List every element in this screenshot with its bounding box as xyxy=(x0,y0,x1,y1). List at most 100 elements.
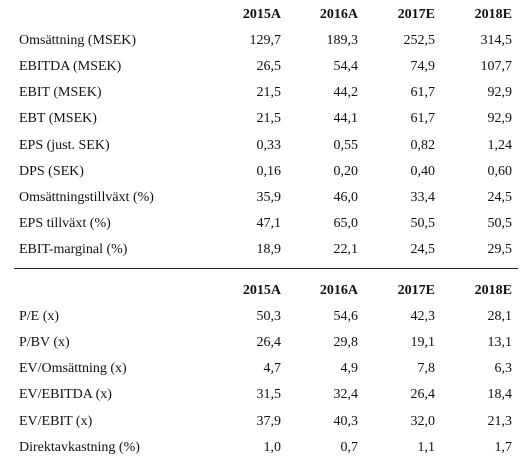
table-cell: 31,5 xyxy=(256,387,282,403)
table-cell: 28,1 xyxy=(487,309,513,325)
table-row: Direktavkastning (%) 1,0 0,7 1,1 1,7 xyxy=(14,435,518,461)
table-row: EPS (just. SEK) 0,33 0,55 0,82 1,24 xyxy=(14,132,518,158)
table-cell: 92,9 xyxy=(487,85,513,101)
table-cell: 107,7 xyxy=(480,59,513,75)
table-cell: 19,1 xyxy=(410,335,436,351)
row-label: EV/EBIT (x) xyxy=(19,413,93,429)
row-label: EBIT-marginal (%) xyxy=(19,241,128,257)
table-cell: 4,7 xyxy=(263,361,282,377)
table-cell: 50,5 xyxy=(410,215,436,231)
table-row: EPS tillväxt (%) 47,1 65,0 50,5 50,5 xyxy=(14,211,518,237)
table-row: Omsättning (MSEK) 129,7 189,3 252,5 314,… xyxy=(14,28,518,54)
valuation-multiples-table: 2015A 2016A 2017E 2018E P/E (x) 50,3 54,… xyxy=(14,278,518,461)
header-cell xyxy=(14,278,210,304)
section-divider xyxy=(14,268,518,269)
table-cell: 24,5 xyxy=(487,189,513,205)
header-cell: 2018E xyxy=(474,7,512,23)
row-label: EBIT (MSEK) xyxy=(19,85,102,101)
table-cell: 65,0 xyxy=(333,215,359,231)
row-label: DPS (SEK) xyxy=(19,163,84,179)
table-row: EV/Omsättning (x) 4,7 4,9 7,8 6,3 xyxy=(14,356,518,382)
table-cell: 47,1 xyxy=(256,215,282,231)
table-row: P/E (x) 50,3 54,6 42,3 28,1 xyxy=(14,304,518,330)
header-cell: 2018E xyxy=(474,283,512,299)
header-row: 2015A 2016A 2017E 2018E xyxy=(14,2,518,28)
header-cell: 2017E xyxy=(397,7,435,23)
table-cell: 314,5 xyxy=(480,33,513,49)
table-row: EBIT (MSEK) 21,5 44,2 61,7 92,9 xyxy=(14,80,518,106)
header-cell: 2016A xyxy=(319,283,358,299)
table-cell: 26,4 xyxy=(410,387,436,403)
table-cell: 29,8 xyxy=(333,335,359,351)
table-row: Omsättningstillväxt (%) 35,9 46,0 33,4 2… xyxy=(14,185,518,211)
table-cell: 40,3 xyxy=(333,413,359,429)
header-cell: 2015A xyxy=(242,283,281,299)
table-cell: 54,6 xyxy=(333,309,359,325)
table-row: DPS (SEK) 0,16 0,20 0,40 0,60 xyxy=(14,159,518,185)
table-row: EV/EBITDA (x) 31,5 32,4 26,4 18,4 xyxy=(14,382,518,408)
table-cell: 18,4 xyxy=(487,387,513,403)
table-cell: 26,4 xyxy=(256,335,282,351)
table-cell: 1,7 xyxy=(494,439,513,455)
table-cell: 252,5 xyxy=(403,33,436,49)
table-cell: 24,5 xyxy=(410,241,436,257)
table-cell: 0,33 xyxy=(256,137,282,153)
table-cell: 92,9 xyxy=(487,111,513,127)
table-cell: 129,7 xyxy=(249,33,282,49)
header-cell: 2016A xyxy=(319,7,358,23)
table-cell: 50,3 xyxy=(256,309,282,325)
row-label: Omsättning (MSEK) xyxy=(19,33,137,49)
table-cell: 0,16 xyxy=(256,163,282,179)
table-row: EV/EBIT (x) 37,9 40,3 32,0 21,3 xyxy=(14,408,518,434)
table-cell: 22,1 xyxy=(333,241,359,257)
table-cell: 50,5 xyxy=(487,215,513,231)
table-cell: 35,9 xyxy=(256,189,282,205)
header-cell: 2015A xyxy=(242,7,281,23)
table-cell: 74,9 xyxy=(410,59,436,75)
table-cell: 44,2 xyxy=(333,85,359,101)
table-cell: 21,5 xyxy=(256,111,282,127)
financial-figures-table: 2015A 2016A 2017E 2018E Omsättning (MSEK… xyxy=(14,2,518,263)
table-cell: 37,9 xyxy=(256,413,282,429)
table-cell: 21,3 xyxy=(487,413,513,429)
header-cell: 2017E xyxy=(397,283,435,299)
table-cell: 44,1 xyxy=(333,111,359,127)
table-cell: 1,1 xyxy=(417,439,436,455)
row-label: EV/EBITDA (x) xyxy=(19,387,112,403)
table-cell: 42,3 xyxy=(410,309,436,325)
table-cell: 0,20 xyxy=(333,163,359,179)
row-label: EPS (just. SEK) xyxy=(19,137,110,153)
row-label: Direktavkastning (%) xyxy=(19,439,140,455)
header-row: 2015A 2016A 2017E 2018E xyxy=(14,278,518,304)
table-cell: 29,5 xyxy=(487,241,513,257)
table-cell: 1,24 xyxy=(487,137,513,153)
row-label: P/BV (x) xyxy=(19,335,70,351)
table-cell: 0,60 xyxy=(487,163,513,179)
table-row: EBITDA (MSEK) 26,5 54,4 74,9 107,7 xyxy=(14,54,518,80)
table-cell: 33,4 xyxy=(410,189,436,205)
table-cell: 0,82 xyxy=(410,137,436,153)
table-row: EBT (MSEK) 21,5 44,1 61,7 92,9 xyxy=(14,106,518,132)
row-label: P/E (x) xyxy=(19,309,60,325)
table-cell: 0,40 xyxy=(410,163,436,179)
table-cell: 46,0 xyxy=(333,189,359,205)
table-cell: 0,55 xyxy=(333,137,359,153)
table-cell: 61,7 xyxy=(410,111,436,127)
table-cell: 54,4 xyxy=(333,59,359,75)
table-cell: 7,8 xyxy=(417,361,436,377)
table-cell: 6,3 xyxy=(494,361,513,377)
table-cell: 1,0 xyxy=(263,439,282,455)
table-cell: 0,7 xyxy=(340,439,359,455)
table-row: EBIT-marginal (%) 18,9 22,1 24,5 29,5 xyxy=(14,237,518,263)
header-cell xyxy=(14,2,210,28)
table-row: P/BV (x) 26,4 29,8 19,1 13,1 xyxy=(14,330,518,356)
table-cell: 13,1 xyxy=(487,335,513,351)
table-cell: 18,9 xyxy=(256,241,282,257)
row-label: EBT (MSEK) xyxy=(19,111,97,127)
row-label: EPS tillväxt (%) xyxy=(19,215,111,231)
table-cell: 4,9 xyxy=(340,361,359,377)
row-label: EV/Omsättning (x) xyxy=(19,361,127,377)
row-label: Omsättningstillväxt (%) xyxy=(19,189,154,205)
table-cell: 32,4 xyxy=(333,387,359,403)
